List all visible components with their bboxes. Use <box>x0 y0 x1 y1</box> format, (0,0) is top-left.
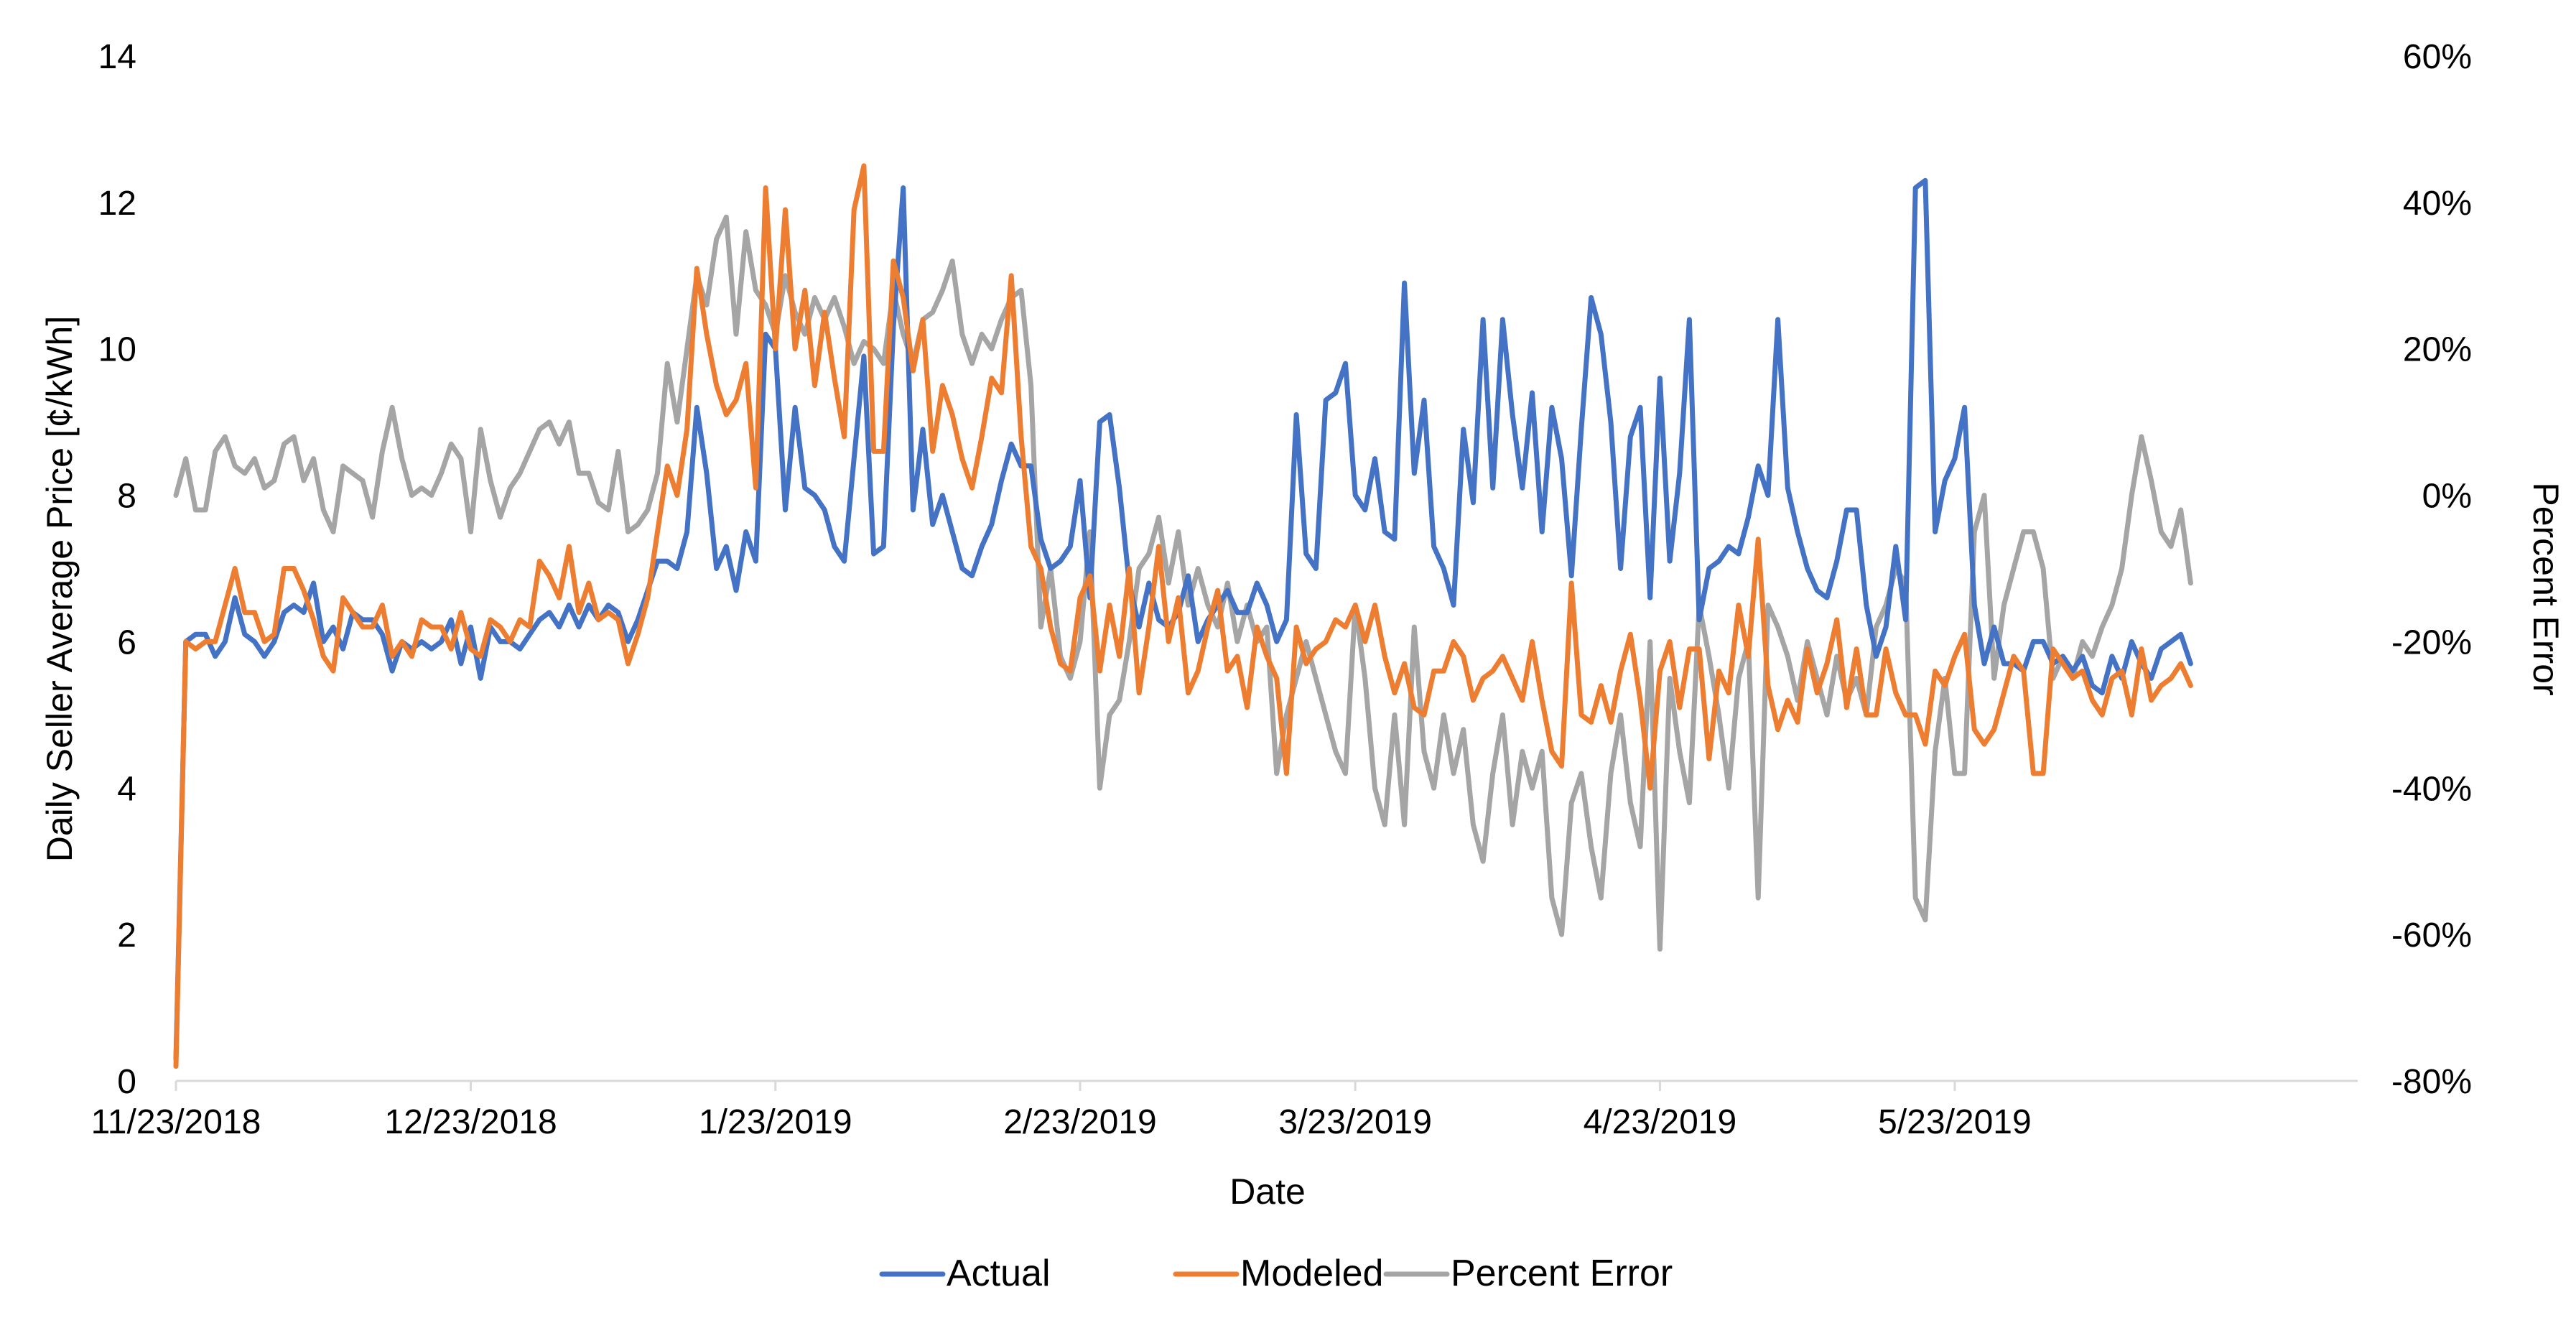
right-axis-title: Percent Error <box>2526 482 2566 695</box>
y2-tick-label: 40% <box>2403 185 2472 223</box>
legend-label-modeled: Modeled <box>1240 1253 1383 1294</box>
y-tick-label: 8 <box>117 478 136 516</box>
legend: Actual Modeled Percent Error <box>879 1253 1673 1294</box>
y2-tick-label: -60% <box>2391 916 2472 955</box>
y2-tick-label: 0% <box>2422 478 2472 516</box>
left-axis-title: Daily Seller Average Price [¢/kWh] <box>39 316 80 863</box>
y-tick-label: 0 <box>117 1063 136 1101</box>
y2-tick-label: 20% <box>2403 331 2472 369</box>
x-tick-label: 1/23/2019 <box>699 1103 852 1141</box>
y2-tick-label: 60% <box>2403 38 2472 76</box>
left-y-axis: 0 2 4 6 8 10 12 14 <box>98 38 136 1101</box>
x-axis-title: Date <box>1229 1171 1306 1212</box>
y-tick-label: 6 <box>117 623 136 661</box>
y-tick-label: 10 <box>98 331 136 369</box>
y2-tick-label: -20% <box>2391 623 2472 661</box>
right-y-axis: -80% -60% -40% -20% 0% 20% 40% 60% <box>2391 38 2472 1101</box>
y-tick-label: 4 <box>117 770 136 808</box>
legend-label-percent-error: Percent Error <box>1451 1253 1673 1294</box>
x-tick-label: 4/23/2019 <box>1584 1103 1737 1141</box>
x-tick-label: 3/23/2019 <box>1278 1103 1432 1141</box>
x-axis: 11/23/2018 12/23/2018 1/23/2019 2/23/2019 3/… <box>91 1079 2358 1141</box>
plot-area <box>173 163 2193 1069</box>
y-tick-label: 2 <box>117 916 136 955</box>
x-tick-label: 2/23/2019 <box>1003 1103 1157 1141</box>
y2-tick-label: -40% <box>2391 770 2472 808</box>
series-line-percent-error <box>173 214 2193 952</box>
x-tick-label: 5/23/2019 <box>1878 1103 2032 1141</box>
legend-label-actual: Actual <box>947 1253 1051 1294</box>
y2-tick-label: -80% <box>2391 1063 2472 1101</box>
series-line-modeled <box>173 163 2193 1069</box>
x-tick-label: 11/23/2018 <box>91 1103 261 1141</box>
x-tick-label: 12/23/2018 <box>384 1103 557 1141</box>
y-tick-label: 14 <box>98 38 136 76</box>
y-tick-label: 12 <box>98 185 136 223</box>
